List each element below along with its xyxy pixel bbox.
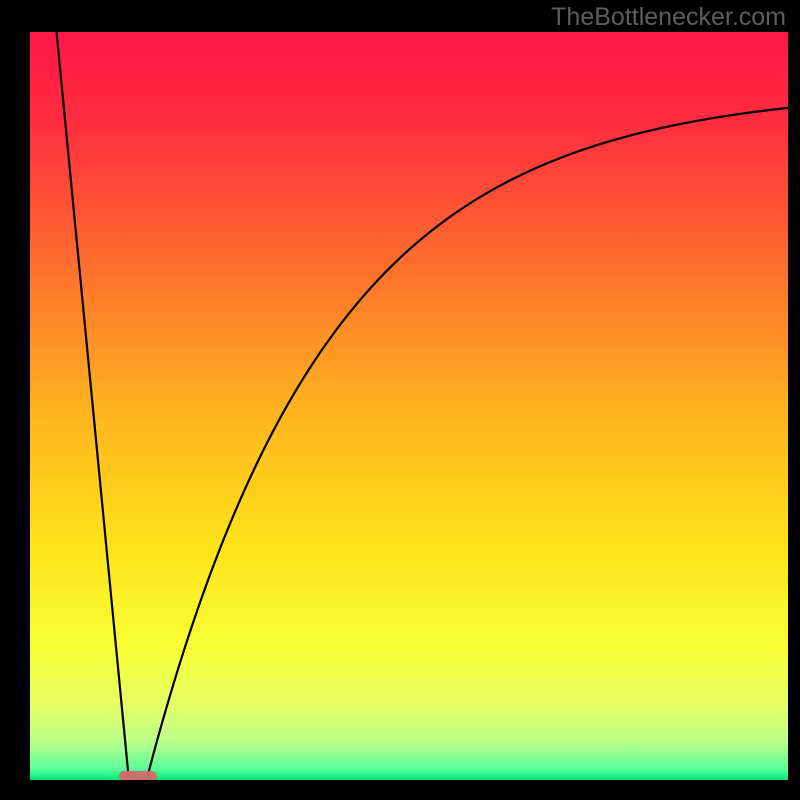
plot-area — [30, 32, 788, 780]
frame-bottom — [0, 780, 800, 800]
bottleneck-curves — [30, 32, 788, 780]
optimum-marker — [119, 771, 157, 780]
frame-left — [0, 0, 30, 800]
frame-right — [788, 0, 800, 800]
watermark-text: TheBottlenecker.com — [551, 3, 786, 32]
chart-root: TheBottlenecker.com — [0, 0, 800, 800]
